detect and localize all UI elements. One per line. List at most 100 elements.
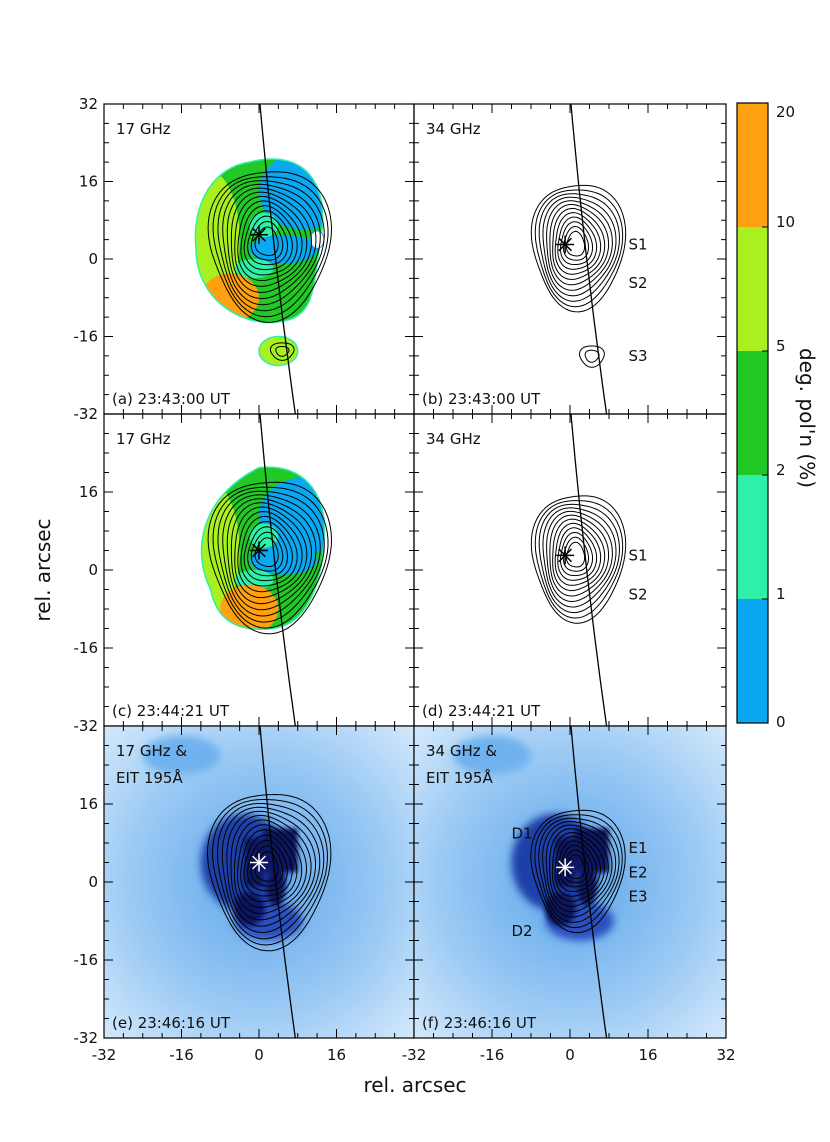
colorbar-tick-label: 5: [776, 337, 786, 355]
star-marker: [250, 225, 268, 244]
contour-line: [534, 500, 624, 619]
contour-line: [217, 803, 325, 940]
contour-line: [237, 511, 303, 593]
panel-e: 17 GHz & EIT 195Å (e) 23:46:16 UT: [103, 725, 415, 1039]
star-marker: [556, 858, 575, 877]
polarization-map: [195, 159, 323, 323]
solar-limb: [570, 104, 608, 414]
colorbar-tick-label: 0: [776, 713, 786, 731]
contour-line: [250, 531, 284, 572]
contour-line: [206, 793, 332, 952]
panel-title: 34 GHz: [426, 430, 481, 448]
panel-a: 17 GHz (a) 23:43:00 UT: [103, 103, 415, 415]
contour-line: [250, 221, 284, 261]
colorbar: 0 1 2 5 10 20: [736, 102, 795, 731]
contour-line: [237, 824, 303, 908]
x-tick-label: 0: [565, 1046, 575, 1064]
y-tick-label: -16: [74, 639, 99, 657]
contour-line: [240, 516, 298, 587]
southern-source: [258, 335, 299, 367]
y-tick-label: 0: [88, 250, 98, 268]
polarization-map: [201, 467, 325, 630]
contour-line: [226, 187, 317, 300]
x-tick-label: 16: [327, 1046, 346, 1064]
contour-line: [578, 345, 605, 368]
x-tick-label: 0: [254, 1046, 264, 1064]
contour-line: [538, 503, 621, 614]
panel-time-label: (b) 23:43:00 UT: [422, 390, 541, 408]
y-tick-label: 32: [79, 95, 98, 113]
x-tick-label: 32: [716, 1046, 735, 1064]
star-marker: [556, 546, 575, 565]
star-marker: [250, 541, 268, 560]
colorbar-tick-label: 20: [776, 103, 795, 121]
source-annotation: E2: [629, 863, 648, 881]
star-marker: [250, 853, 268, 872]
panel-title: 34 GHz: [426, 120, 481, 138]
colorbar-tick-label: 1: [776, 585, 786, 603]
contour-line: [243, 834, 293, 897]
panel-time-label: (f) 23:46:16 UT: [422, 1014, 537, 1032]
panel-c: 17 GHz (c) 23:44:21 UT: [103, 413, 415, 727]
contour-line: [275, 346, 290, 357]
panel-subtitle: EIT 195Å: [116, 768, 183, 787]
contour-line: [243, 520, 293, 582]
y-tick-label: 0: [88, 561, 98, 579]
contour-line: [545, 824, 613, 913]
x-axis-label: rel. arcsec: [363, 1073, 466, 1097]
contour-line: [243, 210, 293, 271]
panel-time-label: (e) 23:46:16 UT: [112, 1014, 231, 1032]
y-tick-label: -32: [74, 1029, 99, 1047]
colorbar-tick-label: 2: [776, 461, 786, 479]
contour-line: [226, 498, 317, 611]
x-tick-label: -32: [402, 1046, 427, 1064]
panel-title: 34 GHz &: [426, 742, 497, 760]
colorbar-segment: [737, 599, 768, 723]
source-annotation: S2: [629, 585, 648, 603]
contour-line: [250, 845, 284, 887]
y-tick-label: 16: [79, 483, 98, 501]
contour-line: [240, 205, 298, 276]
y-tick-label: -16: [74, 951, 99, 969]
contour-line: [542, 196, 617, 297]
contour-line: [552, 518, 606, 592]
contour-line: [530, 809, 626, 934]
source-annotation: D1: [512, 824, 533, 842]
colorbar-tick-label: 10: [776, 213, 795, 231]
contour-line: [237, 200, 303, 281]
solar-limb: [570, 414, 608, 726]
contour-line: [230, 191, 313, 293]
contour-line: [554, 212, 602, 275]
contour-line: [565, 541, 586, 568]
panel-b: 34 GHz (b) 23:43:00 UT S1 S2 S3: [413, 103, 727, 415]
contour-line: [230, 502, 313, 605]
contour-line: [584, 349, 600, 363]
contour-line: [221, 806, 321, 934]
colorbar-segment: [737, 351, 768, 475]
contour-line: [554, 835, 601, 897]
contour-line: [546, 510, 613, 603]
contour-line: [530, 495, 627, 624]
colorbar-segment: [737, 103, 768, 227]
star-marker: [556, 235, 575, 254]
contour-line: [542, 507, 617, 608]
contour-line: [538, 817, 620, 923]
contour-line: [234, 195, 308, 287]
panel-f: 34 GHz & EIT 195Å (f) 23:46:16 UT D1 D2 E1 E2 E…: [413, 725, 727, 1039]
source-annotation: S1: [629, 235, 648, 253]
source-annotation: S3: [629, 347, 648, 365]
contour-line: [546, 200, 613, 291]
panel-title: 17 GHz &: [116, 742, 187, 760]
contour-line: [207, 171, 333, 323]
y-axis-label: rel. arcsec: [31, 518, 55, 621]
contour-line: [234, 506, 308, 599]
x-tick-label: -32: [92, 1046, 117, 1064]
panel-title: 17 GHz: [116, 120, 171, 138]
solar-limb: [259, 726, 296, 1038]
panel-grid: 17 GHz (a) 23:43:00 UT 34 GHz (b) 23:43:00 …: [103, 103, 727, 1039]
source-annotation: S2: [629, 274, 648, 292]
colorbar-frame: [736, 102, 769, 724]
contour-line: [552, 207, 606, 280]
